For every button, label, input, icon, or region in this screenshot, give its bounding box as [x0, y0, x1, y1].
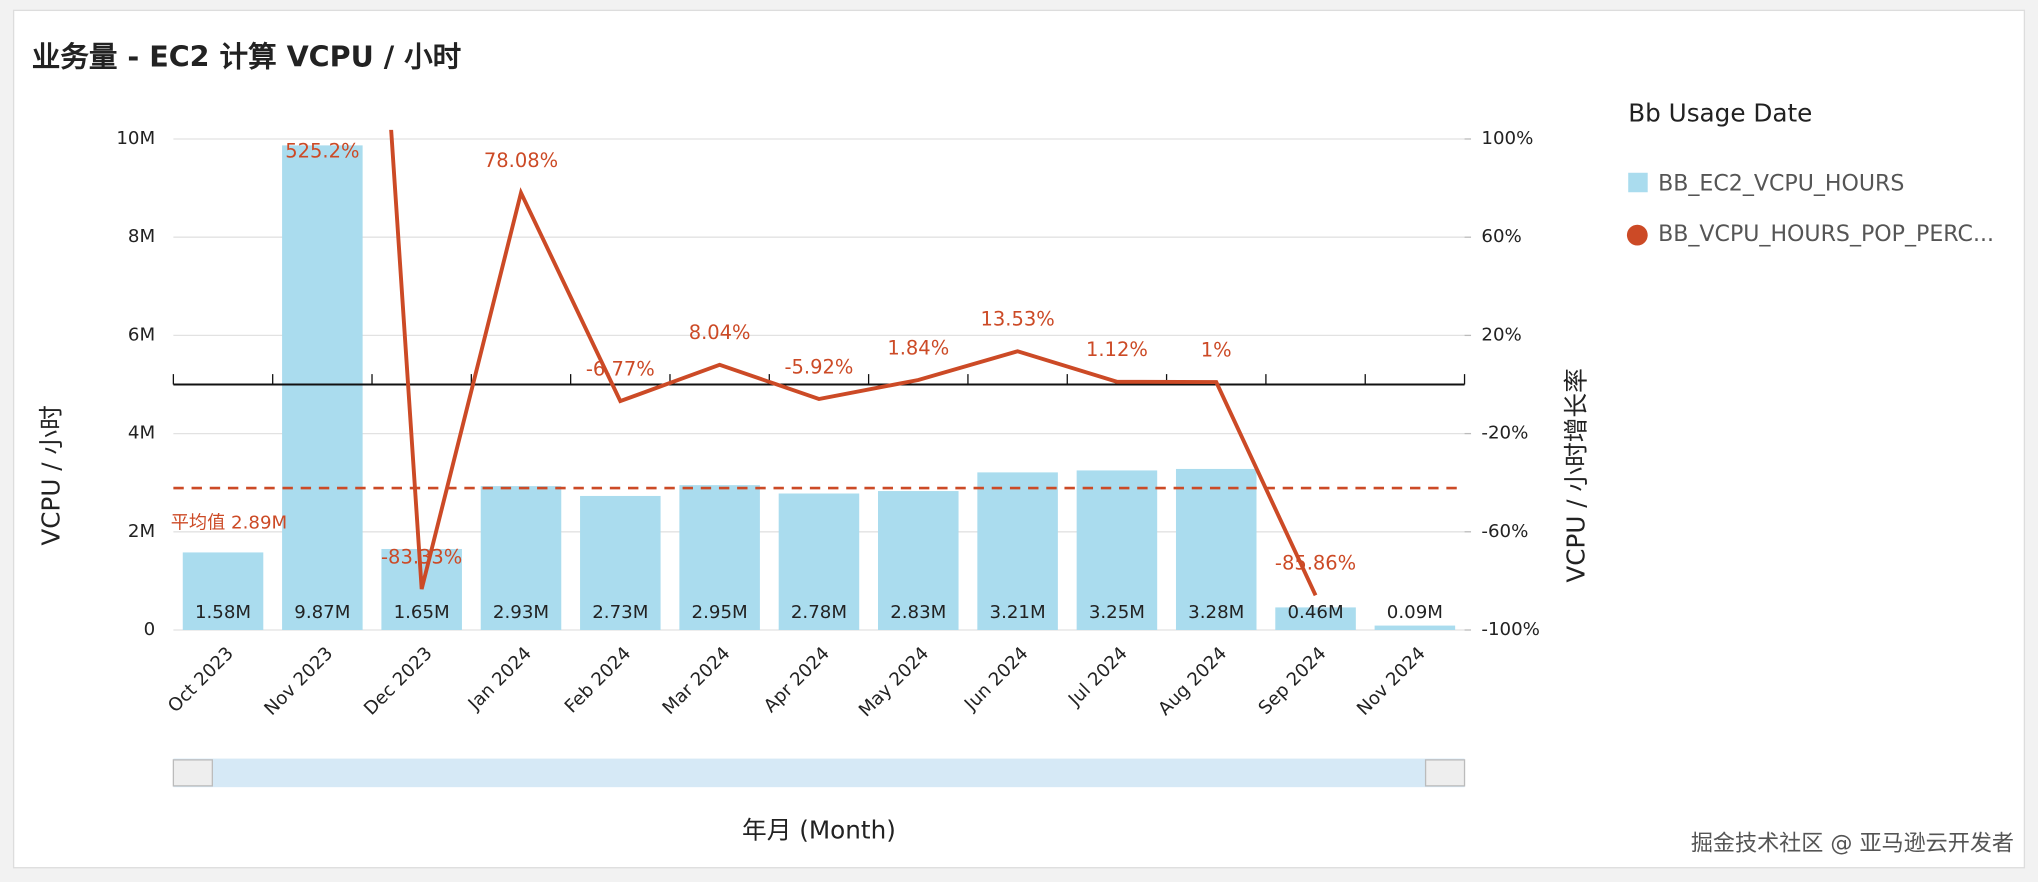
line-clip — [389, 129, 1318, 597]
line-value-label: 1% — [1201, 338, 1232, 361]
y-tick-label: 0 — [144, 619, 156, 640]
average-label-text: 平均值 — [171, 512, 226, 533]
line-value-label: -85.86% — [1275, 552, 1356, 575]
bar — [282, 145, 363, 630]
line-value-label: 8.04% — [689, 321, 751, 344]
chart-title: 业务量 - EC2 计算 VCPU / 小时 — [32, 39, 461, 73]
line-value-label: 13.53% — [980, 308, 1054, 331]
scroll-track[interactable] — [173, 758, 1465, 788]
y2-tick-label: -20% — [1481, 423, 1528, 444]
y2-axis-title: VCPU / 小时增长率 — [1562, 368, 1591, 582]
y-tick-label: 6M — [128, 324, 155, 345]
bar — [580, 495, 661, 630]
bar — [1175, 468, 1257, 630]
y-axis-title: VCPU / 小时 — [37, 405, 66, 545]
bar — [977, 472, 1058, 630]
bar — [679, 485, 760, 630]
line-value-label: 1.12% — [1086, 338, 1148, 361]
bar-value-label: 3.25M — [1089, 602, 1145, 623]
bar-value-label: 2.95M — [692, 602, 748, 623]
y2-tick-label: -60% — [1481, 521, 1528, 542]
bar-value-label: 1.65M — [394, 602, 450, 623]
legend-title: Bb Usage Date — [1628, 98, 1812, 127]
bar — [878, 491, 959, 630]
bar-value-label: 9.87M — [294, 602, 350, 623]
y2-tick-label: -100% — [1481, 619, 1540, 640]
line-value-label: 78.08% — [484, 149, 558, 172]
bar — [1275, 607, 1356, 630]
scrollbar[interactable] — [172, 758, 1466, 788]
y-tick-label: 8M — [128, 226, 155, 247]
legend-swatch — [1628, 172, 1648, 193]
y-tick-label: 2M — [128, 521, 155, 542]
bar-value-label: 1.58M — [195, 602, 251, 623]
bar-value-label: 2.93M — [493, 602, 549, 623]
bar-value-label: 2.78M — [791, 602, 847, 623]
bar-value-label: 3.21M — [990, 602, 1046, 623]
line — [389, 129, 1318, 597]
bar-value-label: 0.09M — [1387, 602, 1443, 623]
bar-value-label: 3.28M — [1188, 602, 1244, 623]
bar-value-label: 2.73M — [592, 602, 648, 623]
average-value-label: 2.89M — [231, 512, 287, 533]
y2-tick-label: 60% — [1481, 226, 1521, 247]
bar — [182, 552, 264, 630]
watermark: 掘金技术社区 @ 亚马逊云开发者 — [1691, 831, 2014, 856]
y-tick-label: 4M — [128, 423, 155, 444]
bar-value-label: 0.46M — [1287, 602, 1343, 623]
bar-value-label: 2.83M — [890, 602, 946, 623]
line-value-label: 525.2% — [285, 139, 359, 162]
line-value-label: -83.33% — [381, 545, 462, 568]
y2-tick-label: 100% — [1481, 128, 1533, 149]
y-tick-label: 10M — [116, 128, 155, 149]
bar — [480, 486, 562, 630]
y2-tick-label: 20% — [1481, 324, 1521, 345]
bar — [1076, 470, 1158, 630]
legend-label: BB_EC2_VCPU_HOURS — [1658, 171, 1904, 196]
average-label: 平均值 2.89M — [171, 512, 287, 533]
line-value-label: -6.77% — [586, 357, 655, 380]
scroll-handle[interactable] — [1424, 759, 1466, 787]
legend-swatch — [1626, 224, 1648, 246]
bar — [1374, 625, 1456, 630]
legend-label: BB_VCPU_HOURS_POP_PERC... — [1658, 222, 1994, 247]
line-value-label: 1.84% — [887, 336, 949, 359]
scroll-handle[interactable] — [172, 759, 213, 787]
line-value-label: -5.92% — [785, 355, 854, 378]
bar — [778, 493, 860, 630]
x-axis-title: 年月 (Month) — [742, 815, 896, 844]
